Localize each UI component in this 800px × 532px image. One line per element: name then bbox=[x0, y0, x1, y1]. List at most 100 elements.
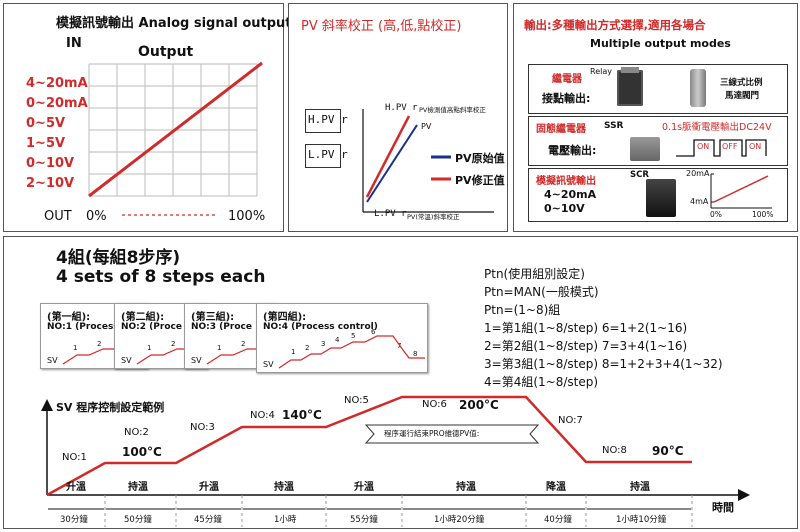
steps-title-en: 4 sets of 8 steps each bbox=[56, 267, 266, 287]
set-card-subtitle: NO:4 (Process control) bbox=[263, 322, 378, 332]
lpvr-display: L.PV r bbox=[308, 148, 348, 161]
scr-output-chart bbox=[710, 173, 772, 209]
output-chart-title: Output bbox=[138, 44, 194, 60]
node-label: NO:2 bbox=[124, 427, 149, 438]
x-start-label: 0% bbox=[86, 209, 107, 224]
scr-output-line bbox=[713, 175, 769, 203]
phase-label: 持溫 bbox=[456, 482, 476, 493]
step-label: 3 bbox=[321, 340, 326, 348]
set-card-title: (第二組): bbox=[121, 312, 165, 323]
node-label: NO:1 bbox=[62, 452, 87, 463]
ptn-line: 1=第1組(1~8/step) 6=1+2(1~16) bbox=[484, 321, 688, 335]
duration-label: 1小時10分鐘 bbox=[616, 513, 667, 525]
hpvr-display: H.PV r bbox=[308, 113, 348, 126]
phase-label: 升溫 bbox=[199, 482, 219, 493]
end-banner-text: 程序運行結束PRO維德PV值: bbox=[384, 429, 480, 438]
relay-component-icon bbox=[617, 70, 643, 106]
scr-component-icon bbox=[646, 179, 676, 217]
duration-label: 50分鐘 bbox=[124, 513, 152, 525]
output-modes-title-cn: 輸出:多種輸出方式選擇,適用各場合 bbox=[524, 17, 705, 33]
step-label: 2 bbox=[305, 344, 310, 352]
analog-panel-title: 模擬訊號輸出 Analog signal output bbox=[56, 16, 292, 31]
relay-contact-icon bbox=[621, 67, 639, 73]
motor-valve-icon bbox=[690, 69, 706, 107]
duration-label: 30分鐘 bbox=[60, 513, 88, 525]
node-label: NO:4 bbox=[250, 410, 275, 421]
pv-corrected-line bbox=[365, 115, 411, 198]
set-card-sv: SV bbox=[191, 356, 202, 365]
set-card-sv: SV bbox=[263, 360, 274, 369]
output-modes-title-en: Multiple output modes bbox=[590, 37, 731, 50]
range-item: 2~10V bbox=[26, 176, 75, 191]
legend-raw-label: PV原始值 bbox=[455, 152, 505, 165]
step-label: 8 bbox=[413, 350, 418, 358]
out-label: OUT bbox=[44, 209, 72, 224]
pv-slope-chart bbox=[362, 109, 494, 213]
step-label: 1 bbox=[291, 348, 296, 356]
segment-dividers bbox=[104, 495, 693, 527]
ssr-note: 0.1s脈衝電壓輸出DC24V bbox=[662, 122, 772, 133]
time-axis-label: 時間 bbox=[712, 501, 734, 514]
ptn-line: Ptn(使用組別設定) bbox=[484, 267, 585, 281]
program-steps-panel: 4組(每組8步序) 4 sets of 8 steps each (第一組): … bbox=[3, 236, 798, 529]
pv-raw-line bbox=[366, 124, 418, 203]
range-item: 0~10V bbox=[26, 156, 75, 171]
ptn-line: 2=第2組(1~8/step) 7=3+4(1~16) bbox=[484, 339, 688, 353]
output-modes-title-cn-text: 輸出:多種輸出方式選擇,適用各場合 bbox=[524, 18, 706, 32]
scr-y-bottom: 4mA bbox=[690, 197, 709, 206]
relay-sub: 接點輸出: bbox=[542, 92, 591, 105]
legend-corrected-label: PV修正值 bbox=[455, 174, 505, 187]
ssr-on-1: ON bbox=[697, 142, 710, 151]
hpvr-display-box bbox=[305, 109, 341, 133]
output-line bbox=[88, 61, 263, 198]
temp-label: 200°C bbox=[459, 398, 499, 412]
step-label: 2 bbox=[97, 340, 102, 348]
ssr-off: OFF bbox=[722, 142, 738, 151]
range-item: 0~20mA bbox=[26, 96, 88, 111]
duration-label: 45分鐘 bbox=[194, 513, 222, 525]
ptn-line: 3=第3組(1~8/step) 8=1+2+3+4(1~32) bbox=[484, 357, 723, 371]
phase-label: 升溫 bbox=[66, 482, 86, 493]
lpvr-axis-label: L.PV r bbox=[374, 209, 407, 219]
set-card-title: (第四組): bbox=[263, 312, 307, 323]
step-label: 1 bbox=[217, 344, 222, 352]
step-label: 1 bbox=[147, 344, 152, 352]
scr-title: 模擬訊號輸出 bbox=[536, 176, 596, 187]
node-label: NO:3 bbox=[190, 422, 215, 433]
ssr-pulse-diagram bbox=[676, 139, 767, 157]
phase-label: 持溫 bbox=[128, 482, 148, 493]
lpvr-display-box bbox=[305, 144, 341, 168]
relay-row bbox=[528, 64, 788, 114]
set-card-subtitle: NO:3 (Proce bbox=[191, 322, 252, 332]
chart-grid bbox=[88, 63, 258, 197]
temp-label: 90°C bbox=[652, 444, 684, 458]
duration-label: 40分鐘 bbox=[544, 513, 572, 525]
duration-label: 55分鐘 bbox=[350, 513, 378, 525]
set-card-profile bbox=[278, 335, 425, 369]
temp-label: 140°C bbox=[282, 408, 322, 422]
range-item: 1~5V bbox=[26, 136, 66, 151]
ssr-on-2: ON bbox=[749, 142, 762, 151]
ssr-title: 固態繼電器 bbox=[536, 124, 586, 135]
analog-output-chart bbox=[88, 61, 263, 216]
steps-title-cn: 4組(每組8步序) bbox=[56, 248, 181, 268]
scr-x-end: 100% bbox=[752, 210, 774, 219]
set-card-4: (第四組): NO:4 (Process control) SV 1 2 3 4… bbox=[256, 303, 428, 373]
sv-axis-label: SV 程序控制設定範例 bbox=[56, 401, 165, 414]
phase-label: 持溫 bbox=[274, 482, 294, 493]
pv-line-label: PV bbox=[421, 122, 432, 131]
hpvr-axis-label: H.PV r bbox=[385, 103, 418, 113]
hpvr-note: PV檢測值高點斜率校正 bbox=[419, 106, 486, 114]
scr-range-2: 0~10V bbox=[544, 202, 585, 215]
scr-y-top: 20mA bbox=[686, 169, 710, 178]
phase-label: 持溫 bbox=[630, 482, 650, 493]
range-item: 4~20mA bbox=[26, 76, 88, 91]
x-end-label: 100% bbox=[228, 209, 266, 224]
ptn-line: Ptn=MAN(一般模式) bbox=[484, 285, 599, 299]
phase-label: 升溫 bbox=[354, 482, 374, 493]
program-profile-line bbox=[46, 395, 692, 497]
phase-label: 降溫 bbox=[546, 482, 566, 493]
analog-output-panel: 模擬訊號輸出 Analog signal output IN Output 4~… bbox=[3, 3, 292, 232]
range-item: 0~5V bbox=[26, 116, 66, 131]
